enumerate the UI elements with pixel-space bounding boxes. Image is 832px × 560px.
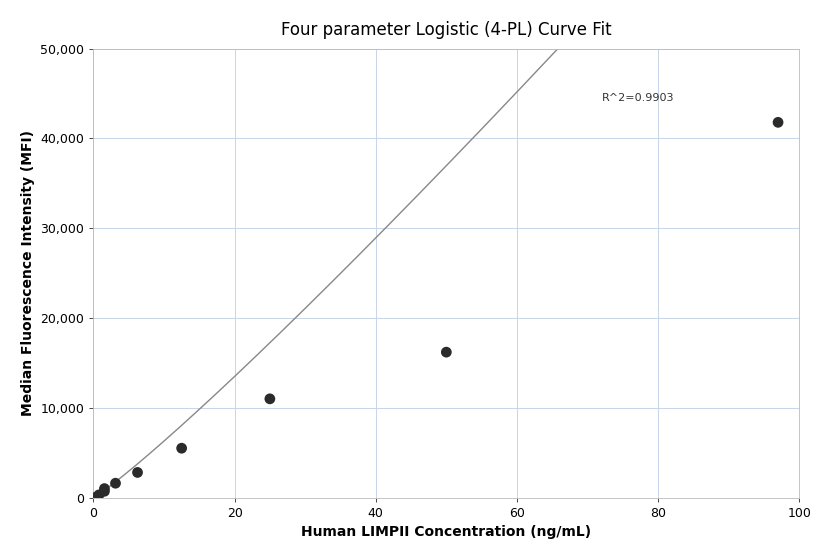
Point bbox=[131, 468, 144, 477]
Point bbox=[109, 479, 122, 488]
Point bbox=[90, 493, 103, 502]
Text: R^2=0.9903: R^2=0.9903 bbox=[602, 92, 674, 102]
Point bbox=[98, 487, 111, 496]
Point bbox=[263, 394, 276, 403]
X-axis label: Human LIMPII Concentration (ng/mL): Human LIMPII Concentration (ng/mL) bbox=[301, 525, 592, 539]
Point bbox=[175, 444, 188, 452]
Point bbox=[98, 484, 111, 493]
Y-axis label: Median Fluorescence Intensity (MFI): Median Fluorescence Intensity (MFI) bbox=[21, 130, 35, 416]
Title: Four parameter Logistic (4-PL) Curve Fit: Four parameter Logistic (4-PL) Curve Fit bbox=[281, 21, 612, 39]
Point bbox=[92, 491, 106, 500]
Point bbox=[439, 348, 453, 357]
Point bbox=[771, 118, 785, 127]
